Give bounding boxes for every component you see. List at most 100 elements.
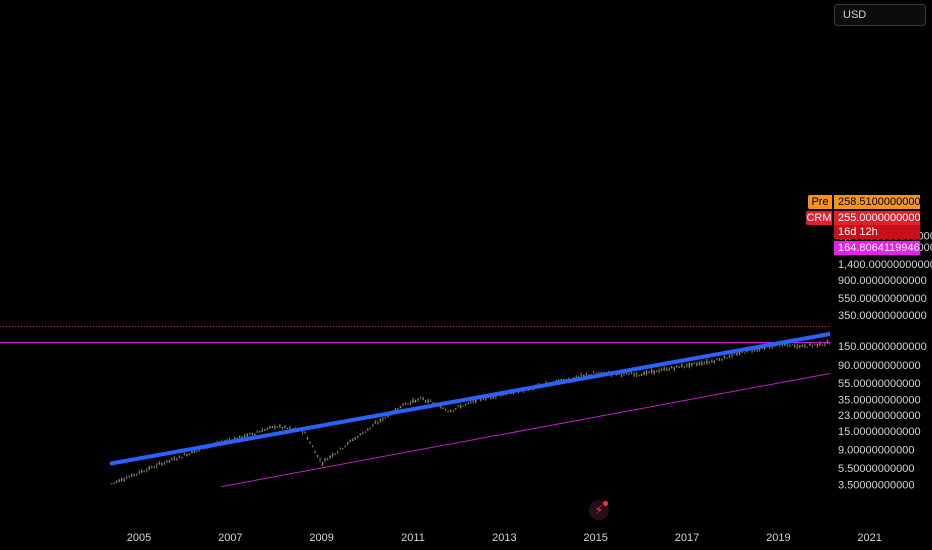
- price-bar-body: [711, 361, 713, 363]
- price-bar-body: [738, 351, 741, 354]
- price-bar-body: [753, 348, 756, 351]
- price-bar-body: [681, 365, 683, 368]
- y-tick-label: 150.00000000000: [838, 341, 927, 353]
- price-bar-body: [673, 368, 675, 370]
- price-bar-body: [789, 344, 791, 347]
- price-bar-body: [502, 394, 505, 396]
- price-bar-body: [354, 437, 356, 439]
- price-bar-body: [758, 348, 761, 350]
- price-bar-body: [196, 450, 198, 452]
- price-bar-body: [306, 438, 309, 440]
- price-bar-body: [246, 433, 248, 437]
- price-bar-body: [238, 435, 241, 438]
- price-bar-body: [188, 453, 191, 455]
- price-bar-body: [743, 352, 746, 354]
- price-bar-body: [811, 345, 814, 347]
- price-bar-body: [309, 442, 311, 444]
- price-bar-body: [141, 471, 143, 473]
- y-tick-label: 55.00000000000: [838, 378, 921, 390]
- price-bar-body: [439, 405, 442, 409]
- price-bar-body: [475, 399, 477, 403]
- trendlines[interactable]: [109, 228, 932, 487]
- horizontal-level-label: 164.80641199460: [834, 241, 920, 255]
- price-axis[interactable]: [830, 28, 932, 550]
- price-bar-body: [357, 436, 359, 438]
- price-bar-body: [824, 344, 826, 346]
- channel-lines: [221, 372, 830, 488]
- price-bar-body: [394, 409, 397, 411]
- price-bar-body: [346, 442, 349, 445]
- price-bar-body: [640, 374, 643, 376]
- price-bar-body: [118, 479, 120, 482]
- price-bar-body: [678, 366, 680, 369]
- price-bar-body: [683, 366, 685, 368]
- price-bar-body: [560, 378, 562, 380]
- price-bar-body: [176, 458, 178, 460]
- x-tick-label: 2009: [309, 532, 333, 544]
- y-tick-label: 350.00000000000: [838, 310, 927, 322]
- price-bar-body: [625, 372, 628, 374]
- price-bar-body: [470, 401, 472, 403]
- price-bar-body: [482, 399, 485, 401]
- price-bar-body: [409, 401, 412, 404]
- ticker-badge: CRM: [806, 211, 832, 225]
- price-bar-body: [166, 460, 168, 463]
- x-tick-label: 2005: [127, 532, 151, 544]
- price-bar-body: [653, 370, 655, 374]
- price-bar-body: [261, 429, 264, 432]
- last-price-label: 255.00000000000: [834, 211, 920, 225]
- price-bar-body: [467, 402, 469, 404]
- price-bar-body: [432, 402, 434, 404]
- price-bar-body: [151, 466, 153, 468]
- price-bar-body: [419, 397, 422, 399]
- price-bar-body: [344, 445, 346, 447]
- price-bar-body: [414, 399, 417, 403]
- price-bar-body: [125, 477, 128, 479]
- price-bar-body: [660, 369, 663, 371]
- notification-dot: [603, 501, 608, 506]
- price-bar-body: [598, 372, 600, 374]
- price-bar-body: [256, 431, 258, 433]
- price-bar-body: [233, 438, 236, 440]
- price-bar-body: [442, 407, 444, 409]
- price-bar-body: [193, 450, 196, 453]
- x-tick-label: 2021: [857, 532, 881, 544]
- price-bar-body: [630, 372, 633, 375]
- price-bar-body: [321, 463, 324, 465]
- y-tick-label: 900.00000000000: [838, 275, 927, 287]
- price-bar-body: [156, 464, 158, 467]
- price-bar-body: [751, 350, 753, 352]
- currency-selector[interactable]: USD: [834, 4, 926, 26]
- price-bar-body: [178, 455, 181, 457]
- price-bar-body: [329, 456, 331, 458]
- price-bar-body: [311, 446, 314, 448]
- price-bar-body: [161, 463, 163, 465]
- price-bar-body: [251, 433, 253, 435]
- lightning-alert-icon[interactable]: ⚡: [589, 500, 609, 520]
- price-bar-body: [372, 425, 374, 427]
- price-bar-body: [301, 431, 304, 433]
- price-bar-body: [462, 405, 464, 407]
- price-bar-body: [168, 460, 171, 462]
- x-tick-label: 2017: [675, 532, 699, 544]
- time-axis[interactable]: 2005200720092011201320152017201920212023…: [127, 532, 932, 544]
- price-bar-body: [829, 343, 830, 345]
- price-bar-body: [578, 376, 580, 378]
- price-bar-body: [452, 410, 454, 412]
- price-bar-body: [733, 353, 736, 355]
- price-bar-body: [585, 374, 588, 376]
- price-bar-body: [721, 358, 723, 361]
- price-bar-body: [274, 425, 276, 428]
- price-bar-body: [382, 418, 384, 421]
- price-bar-body: [688, 363, 690, 367]
- price-bar-body: [703, 362, 706, 365]
- price-bar-body: [130, 474, 133, 477]
- price-bar-body: [628, 373, 630, 375]
- premarket-badge: Pre: [808, 195, 832, 209]
- x-tick-label: 2011: [401, 532, 425, 544]
- price-bar-body: [289, 427, 291, 429]
- price-bar-body: [191, 451, 193, 454]
- price-bar-body: [271, 426, 274, 428]
- price-bar-body: [588, 374, 590, 376]
